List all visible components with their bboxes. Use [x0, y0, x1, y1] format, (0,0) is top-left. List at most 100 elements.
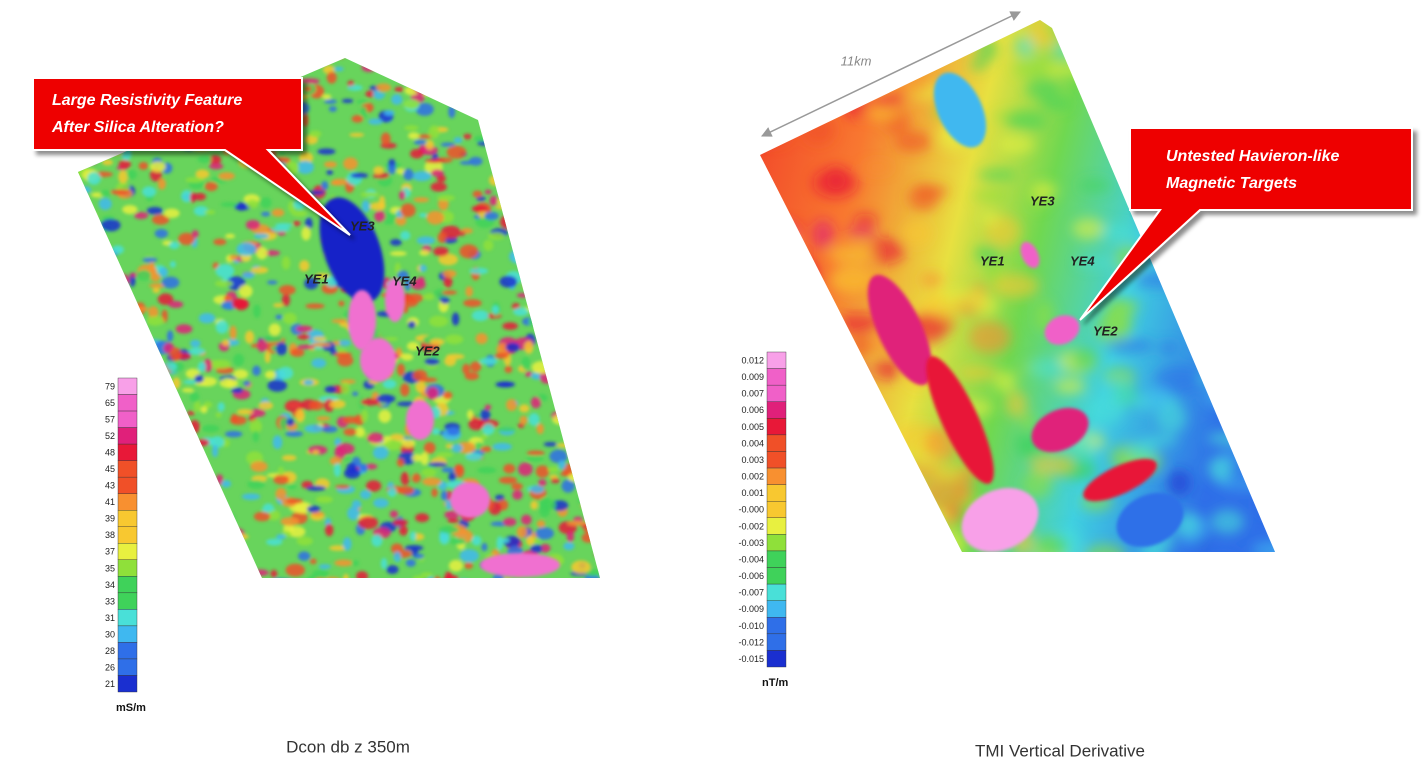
legend-tick-label: 41	[105, 497, 115, 507]
legend-tick-label: 0.003	[741, 455, 764, 465]
blob	[499, 477, 517, 484]
blob	[170, 261, 176, 268]
blob	[585, 118, 599, 124]
callout-text: Magnetic Targets	[1166, 175, 1297, 192]
blob	[568, 446, 577, 458]
blob	[291, 348, 305, 357]
blob	[86, 157, 96, 165]
legend-swatch	[118, 593, 137, 610]
blob	[575, 291, 586, 297]
blob	[152, 288, 160, 293]
blob	[576, 295, 591, 300]
blob	[463, 299, 481, 307]
blob	[253, 431, 259, 443]
blob	[116, 311, 129, 316]
blob	[164, 208, 180, 218]
legend-tick-label: 0.001	[741, 488, 764, 498]
blob	[567, 582, 574, 591]
blob	[334, 463, 341, 477]
blob	[401, 472, 410, 485]
blob	[390, 510, 398, 518]
blob	[531, 96, 543, 109]
blob	[108, 299, 125, 311]
legend-tick-label: 45	[105, 464, 115, 474]
legend-tick-label: 57	[105, 415, 115, 425]
blob	[70, 513, 87, 525]
target-label: YE2	[1093, 323, 1118, 338]
blob	[152, 579, 159, 585]
blob	[285, 61, 299, 71]
blob	[190, 340, 201, 348]
blob	[591, 484, 611, 492]
blob	[69, 234, 87, 246]
blob	[472, 205, 488, 212]
blob	[516, 137, 535, 147]
blob	[352, 392, 358, 396]
blob	[537, 520, 546, 527]
blob	[588, 153, 601, 163]
blob	[602, 330, 616, 341]
blob	[521, 156, 536, 162]
blob	[588, 93, 600, 104]
blob	[732, 262, 771, 289]
blob	[558, 181, 567, 193]
blob	[978, 169, 1017, 181]
blob	[138, 572, 151, 581]
blob	[861, 67, 897, 95]
blob	[781, 89, 821, 118]
blob	[233, 354, 244, 366]
blob	[282, 455, 297, 461]
blob	[847, 227, 877, 237]
legend-right: 0.0120.0090.0070.0060.0050.0040.0030.002…	[738, 352, 786, 667]
blob	[501, 47, 513, 53]
blob	[447, 519, 459, 524]
blob	[1143, 66, 1180, 95]
blob	[976, 38, 998, 62]
blob	[312, 569, 329, 577]
legend-swatch	[767, 617, 786, 634]
blob	[87, 172, 101, 185]
blob	[69, 582, 84, 590]
blob	[87, 375, 106, 389]
blob	[273, 475, 289, 485]
blob	[360, 490, 371, 499]
blob	[81, 365, 91, 378]
blob	[472, 310, 489, 321]
blob	[518, 462, 533, 476]
legend-tick-label: 0.012	[741, 355, 764, 365]
blob	[508, 106, 528, 113]
blob	[1035, 535, 1068, 558]
blob	[324, 583, 336, 590]
blob	[533, 283, 547, 288]
blob	[800, 533, 838, 562]
legend-swatch	[767, 534, 786, 551]
blob	[452, 312, 460, 325]
blob	[583, 492, 600, 505]
blob	[972, 190, 1008, 201]
blob	[201, 572, 210, 582]
blob	[1167, 470, 1190, 496]
blob	[317, 148, 335, 154]
blob	[1028, 358, 1064, 378]
legend-swatch	[767, 352, 786, 369]
blob	[237, 409, 253, 415]
blob	[767, 25, 806, 36]
blob	[558, 43, 575, 57]
blob	[583, 523, 602, 534]
blob	[189, 420, 200, 433]
blob	[443, 391, 452, 399]
blob	[544, 255, 557, 268]
blob	[124, 332, 136, 343]
blob	[311, 358, 326, 368]
blob	[531, 397, 541, 408]
blob	[920, 510, 951, 526]
blob	[895, 131, 932, 152]
blob	[515, 255, 526, 263]
blob	[601, 164, 616, 176]
blob	[163, 489, 171, 493]
legend-tick-label: -0.015	[738, 654, 764, 664]
blob	[65, 565, 81, 578]
blob	[562, 389, 577, 400]
blob	[65, 584, 76, 593]
blob	[530, 501, 538, 510]
